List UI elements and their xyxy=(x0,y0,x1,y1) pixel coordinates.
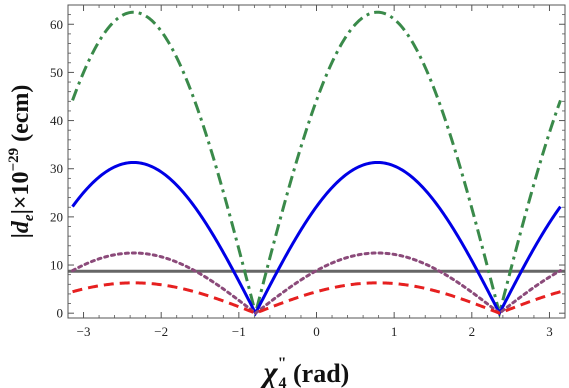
series-line-3 xyxy=(71,251,562,316)
y-tick-label: 0 xyxy=(57,306,64,321)
x-tick-label: −2 xyxy=(154,324,168,339)
series-line-2 xyxy=(71,160,562,317)
x-tick-label: 3 xyxy=(546,324,553,339)
x-tick-label: 2 xyxy=(469,324,476,339)
x-axis-title: χ" 4 (rad) xyxy=(260,355,350,388)
y-axis-label: |de|×10−29 (ecm) xyxy=(6,85,37,239)
y-tick-label: 10 xyxy=(50,258,63,273)
x-tick-label: 1 xyxy=(391,324,398,339)
series-line-1 xyxy=(71,10,562,318)
y-tick-label: 60 xyxy=(50,17,63,32)
plot-area xyxy=(68,10,565,318)
x-tick-label: −1 xyxy=(232,324,246,339)
x-tick-label: 0 xyxy=(313,324,320,339)
series-line-4 xyxy=(72,281,561,315)
y-tick-label: 30 xyxy=(50,161,63,176)
x-tick-label: −3 xyxy=(77,324,91,339)
y-tick-label: 50 xyxy=(50,65,63,80)
y-tick-label: 40 xyxy=(50,113,63,128)
x-axis-label: χ" 4 (rad) xyxy=(260,355,350,388)
y-tick-label: 20 xyxy=(50,209,63,224)
y-axis-title: |de|×10−29 (ecm) xyxy=(6,85,37,239)
